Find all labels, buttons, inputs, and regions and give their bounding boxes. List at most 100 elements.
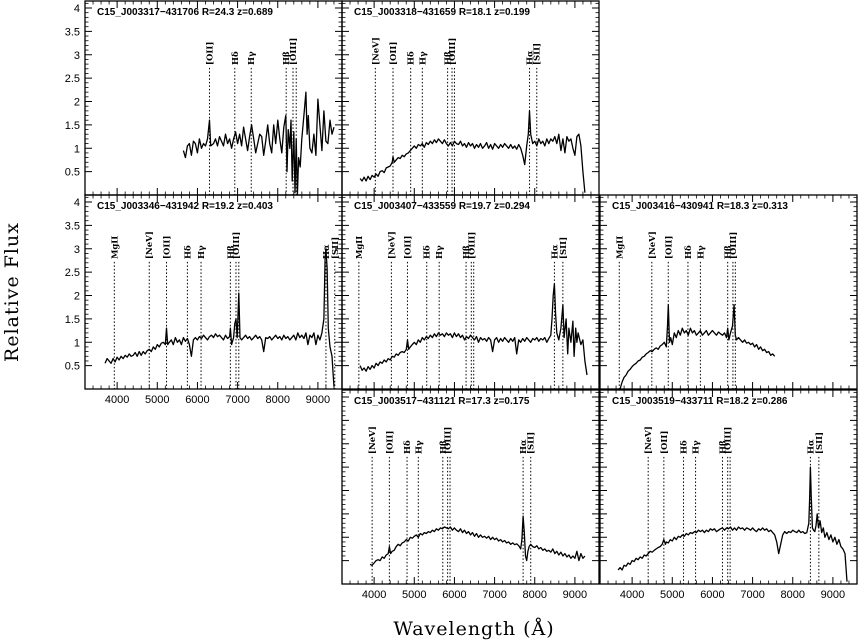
panel-frame: [341, 389, 600, 585]
y-tick-label: 3.5: [65, 26, 80, 38]
line-label: Hγ: [247, 51, 257, 65]
y-tick-label: 1.5: [65, 120, 80, 132]
line-label: [OIII]: [448, 38, 458, 65]
spectrum-line: [617, 466, 848, 582]
line-label: [OIII]: [232, 232, 242, 259]
line-label: Hγ: [435, 245, 445, 259]
line-label: Hβ: [226, 245, 236, 259]
x-tick-label: 9000: [306, 394, 330, 406]
y-tick-label: 4: [74, 3, 80, 15]
line-label: [NeV]: [371, 37, 381, 65]
x-tick-label: 8000: [781, 589, 805, 601]
line-label: [OII]: [385, 431, 395, 454]
line-label: Hδ: [423, 245, 433, 259]
panel-grid: 0.5 1 1.5 2 2.5 3 3.5 4 C15_J003317−431706 R=24.…: [65, 0, 858, 601]
y-tick-label: 2: [74, 97, 80, 109]
line-label: [SII]: [559, 237, 569, 259]
x-tick-label: 9000: [821, 589, 845, 601]
line-label: [OII]: [660, 431, 670, 454]
x-tick-label: 4000: [620, 589, 644, 601]
x-tick-label: 5000: [145, 394, 169, 406]
line-label: Hβ: [444, 51, 454, 65]
line-label: [SII]: [331, 237, 341, 259]
line-label: [SII]: [533, 43, 543, 65]
spectrum-panel-5: C15_J003416−430941 R=18.3 z=0.313 MgII [Ne…: [599, 194, 858, 390]
line-label: Hδ: [684, 245, 694, 259]
x-tick-label: 8000: [523, 589, 547, 601]
spectrum-panel-2: C15_J003318−431659 R=18.1 z=0.199 [NeV] [O…: [341, 0, 600, 196]
line-label: [NeV]: [145, 231, 155, 259]
line-label: Hβ: [439, 440, 449, 454]
line-label: [OIII]: [467, 232, 477, 259]
y-tick-label: 2: [74, 291, 80, 303]
line-label: Hδ: [231, 51, 241, 65]
spectrum-panel-3: 0.5 1 1.5 2 2.5 3 3.5 4 4000 5000 6000 7000 8000 9000…: [65, 194, 343, 406]
line-label: [OIII]: [289, 38, 299, 65]
x-tick-label: 7000: [225, 394, 249, 406]
line-label: [OIII]: [729, 232, 739, 259]
line-label: Hδ: [183, 245, 193, 259]
x-tick-label: 4000: [362, 589, 386, 601]
line-label: [NeV]: [368, 426, 378, 454]
panel-title: C15_J003517−431121 R=17.3 z=0.175: [354, 396, 530, 407]
x-tick-label: 4000: [105, 394, 129, 406]
line-label: [OIII]: [444, 427, 454, 454]
y-tick-label: 4: [74, 197, 80, 209]
line-label: Hβ: [718, 440, 728, 454]
panel-frame: [84, 0, 343, 196]
spectrum-line: [182, 91, 335, 196]
spectrum-line: [619, 304, 776, 390]
x-tick-label: 7000: [740, 589, 764, 601]
spectrum-line: [104, 248, 335, 387]
panel-title: C15_J003519−433711 R=18.2 z=0.286: [612, 396, 788, 407]
y-tick-label: 1: [74, 143, 80, 155]
line-label: [OII]: [664, 236, 674, 259]
spectrum-line: [359, 283, 588, 376]
x-tick-label: 9000: [563, 589, 587, 601]
x-tick-label: 7000: [482, 589, 506, 601]
x-tick-label: 6000: [185, 394, 209, 406]
line-label: [OIII]: [724, 427, 734, 454]
spectrum-line: [359, 110, 586, 193]
line-label: Hα: [526, 50, 536, 65]
panel-frame: [84, 194, 343, 390]
line-label: [NeV]: [387, 231, 397, 259]
panel-title: C15_J003346−431942 R=19.2 z=0.403: [97, 201, 273, 212]
y-tick-label: 2.5: [65, 73, 80, 85]
spectrum-line: [369, 515, 586, 566]
y-tick-label: 2.5: [65, 267, 80, 279]
y-axis-label: Relative Flux: [1, 222, 23, 362]
panel-frame: [341, 0, 600, 196]
spectrum-panel-7: 4000 5000 6000 7000 8000 9000 C15_J003519−4337…: [599, 389, 858, 601]
line-label: [SII]: [815, 432, 825, 454]
line-label: Hγ: [197, 245, 207, 259]
y-tick-label: 3: [74, 244, 80, 256]
line-label: Hγ: [418, 51, 428, 65]
line-label: Hγ: [696, 245, 706, 259]
y-tick-label: 3: [74, 50, 80, 62]
panel-title: C15_J003318−431659 R=18.1 z=0.199: [354, 7, 530, 18]
line-label: [NeV]: [644, 426, 654, 454]
line-label: Hβ: [462, 245, 472, 259]
line-label: Hβ: [282, 51, 292, 65]
line-label: [OII]: [163, 236, 173, 259]
line-label: Hβ: [724, 245, 734, 259]
line-label: Hα: [806, 439, 816, 454]
line-label: Hα: [550, 244, 560, 259]
spectrum-panel-1: 0.5 1 1.5 2 2.5 3 3.5 4 C15_J003317−431706 R=24.…: [65, 0, 343, 196]
line-label: [OII]: [389, 42, 399, 65]
y-tick-label: 1.5: [65, 314, 80, 326]
x-axis-label: Wavelength (Å): [393, 618, 554, 640]
y-tick-label: 3.5: [65, 220, 80, 232]
line-label: MgII: [615, 236, 625, 259]
spectrum-panel-4: C15_J003407−433559 R=19.7 z=0.294 MgII [Ne…: [341, 194, 600, 390]
panel-title: C15_J003407−433559 R=19.7 z=0.294: [354, 201, 530, 212]
x-tick-label: 5000: [402, 589, 426, 601]
line-label: MgII: [110, 236, 120, 259]
x-tick-label: 8000: [266, 394, 290, 406]
line-label: [SII]: [527, 432, 537, 454]
panel-frame: [341, 194, 600, 390]
line-label: Hγ: [692, 440, 702, 454]
line-label: Hγ: [414, 440, 424, 454]
